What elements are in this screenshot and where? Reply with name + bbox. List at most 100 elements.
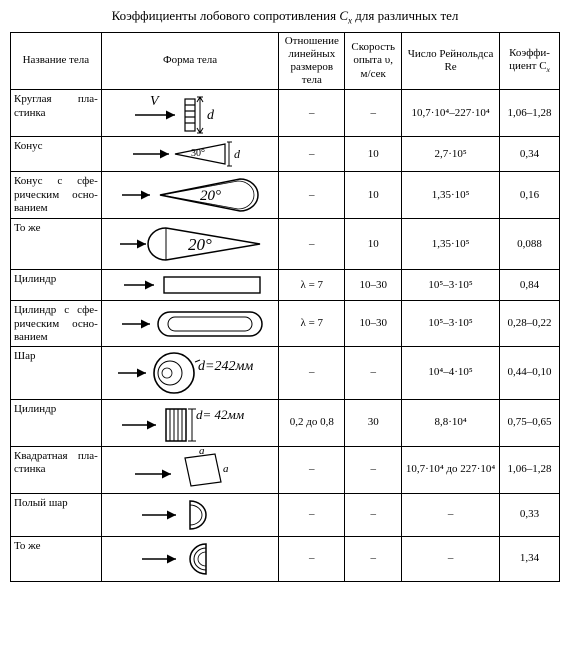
cell-speed: 10: [345, 137, 402, 172]
cell-speed: –: [345, 346, 402, 399]
col-cx: Коэффи­циент Cx: [500, 32, 560, 90]
table-row: То же 20° – 10 1,35·10⁵ 0,088: [11, 219, 560, 270]
cell-ratio: –: [279, 172, 345, 219]
cell-ratio: –: [279, 493, 345, 536]
title-post: для различных тел: [352, 8, 458, 23]
col-shape: Форма тела: [101, 32, 278, 90]
cell-shape: d= 42мм: [101, 399, 278, 446]
cell-cx: 1,06–1,28: [500, 90, 560, 137]
a-label-side: a: [223, 463, 229, 475]
cell-ratio: –: [279, 90, 345, 137]
cell-shape: 20°: [101, 219, 278, 270]
shape-cone-sphere-icon: 20°: [110, 173, 270, 217]
table-row: Цилиндр λ = 7 10–30 10⁵–3·10⁵ 0,84: [11, 270, 560, 301]
cell-ratio: λ = 7: [279, 301, 345, 347]
coef-sub: x: [547, 66, 550, 75]
shape-hollow-hemisphere-rev-icon: [120, 538, 260, 580]
cell-speed: –: [345, 90, 402, 137]
cell-speed: –: [345, 536, 402, 581]
cell-ratio: λ = 7: [279, 270, 345, 301]
cell-cx: 0,16: [500, 172, 560, 219]
cell-shape: V d: [101, 90, 278, 137]
cell-name: Квадратная пла­стинка: [11, 446, 102, 493]
cell-shape: 20°: [101, 172, 278, 219]
table-row: Цилиндр d= 42мм 0,2 до 0,8 30 8,8·10⁴ 0,…: [11, 399, 560, 446]
cell-cx: 0,28–0,22: [500, 301, 560, 347]
cell-shape: d=242мм: [101, 346, 278, 399]
cell-speed: –: [345, 493, 402, 536]
table-row: Конус 30° d – 10 2,7·10⁵ 0,34: [11, 137, 560, 172]
col-speed: Скорость опыта υ, м/сек: [345, 32, 402, 90]
cell-speed: 10: [345, 219, 402, 270]
cell-name: Цилиндр: [11, 399, 102, 446]
cell-name: Круглая пла­стинка: [11, 90, 102, 137]
cell-reynolds: 10,7·10⁴ до 227·10⁴: [402, 446, 500, 493]
table-row: Цилиндр с сфе­рическим осно­ванием λ = 7…: [11, 301, 560, 347]
shape-hollow-hemisphere-icon: [120, 495, 260, 535]
a-label-top: a: [199, 448, 205, 457]
cell-ratio: –: [279, 346, 345, 399]
cell-cx: 0,84: [500, 270, 560, 301]
cell-speed: 10: [345, 172, 402, 219]
title-pre: Коэффициенты лобового сопротивления: [112, 8, 340, 23]
table-header-row: Название тела Форма тела Отношение линей…: [11, 32, 560, 90]
v-label: V: [150, 94, 160, 109]
cell-ratio: –: [279, 536, 345, 581]
shape-cone-icon: 30° d: [115, 138, 265, 170]
cell-speed: 10–30: [345, 270, 402, 301]
page-title: Коэффициенты лобового сопротивления Cx д…: [10, 8, 560, 26]
shape-square-plate-icon: a a: [115, 448, 265, 492]
d-label: d: [207, 108, 215, 123]
cell-reynolds: 2,7·10⁵: [402, 137, 500, 172]
cell-cx: 0,088: [500, 219, 560, 270]
col-name: Название тела: [11, 32, 102, 90]
cell-ratio: –: [279, 219, 345, 270]
cell-name: Шар: [11, 346, 102, 399]
shape-cylinder-round-icon: [110, 309, 270, 339]
cell-shape: [101, 301, 278, 347]
table-row: Круглая пла­стинка V d: [11, 90, 560, 137]
cell-cx: 1,06–1,28: [500, 446, 560, 493]
shape-sphere-icon: d=242мм: [108, 348, 273, 398]
drag-coefficients-table: Название тела Форма тела Отношение линей…: [10, 32, 560, 582]
cell-speed: 10–30: [345, 301, 402, 347]
cyl-d-label: d= 42мм: [196, 407, 244, 422]
cell-name: Полый шар: [11, 493, 102, 536]
cell-cx: 0,75–0,65: [500, 399, 560, 446]
angle20b-label: 20°: [188, 235, 212, 254]
cell-name: Конус с сфе­рическим осно­ванием: [11, 172, 102, 219]
cell-reynolds: 1,35·10⁵: [402, 219, 500, 270]
cell-reynolds: –: [402, 536, 500, 581]
sphere-d-label: d=242мм: [198, 359, 253, 374]
cell-name: Цилиндр с сфе­рическим осно­ванием: [11, 301, 102, 347]
col-ratio: Отношение линейных размеров тела: [279, 32, 345, 90]
cell-shape: a a: [101, 446, 278, 493]
cell-shape: 30° d: [101, 137, 278, 172]
cell-reynolds: 10,7·10⁴–227·10⁴: [402, 90, 500, 137]
shape-cone-sphere-rev-icon: 20°: [110, 220, 270, 268]
cell-speed: –: [345, 446, 402, 493]
cell-reynolds: –: [402, 493, 500, 536]
cell-name: Конус: [11, 137, 102, 172]
cell-shape: [101, 536, 278, 581]
cell-shape: [101, 493, 278, 536]
table-row: Квадратная пла­стинка a a – – 10,7·10⁴ д…: [11, 446, 560, 493]
shape-plate-icon: V d: [115, 91, 265, 135]
cell-cx: 0,44–0,10: [500, 346, 560, 399]
table-row: Конус с сфе­рическим осно­ванием 20° – 1…: [11, 172, 560, 219]
cell-reynolds: 10⁴–4·10⁵: [402, 346, 500, 399]
cell-shape: [101, 270, 278, 301]
cell-reynolds: 1,35·10⁵: [402, 172, 500, 219]
cell-cx: 0,34: [500, 137, 560, 172]
d-label: d: [234, 147, 241, 161]
shape-cylinder-icon: [110, 271, 270, 299]
cell-name: То же: [11, 536, 102, 581]
table-row: Полый шар – – – 0,33: [11, 493, 560, 536]
cell-reynolds: 10⁵–3·10⁵: [402, 301, 500, 347]
cell-cx: 1,34: [500, 536, 560, 581]
shape-short-cylinder-icon: d= 42мм: [108, 401, 273, 445]
cell-ratio: –: [279, 446, 345, 493]
angle30-label: 30°: [191, 148, 205, 159]
cell-ratio: –: [279, 137, 345, 172]
cell-reynolds: 10⁵–3·10⁵: [402, 270, 500, 301]
